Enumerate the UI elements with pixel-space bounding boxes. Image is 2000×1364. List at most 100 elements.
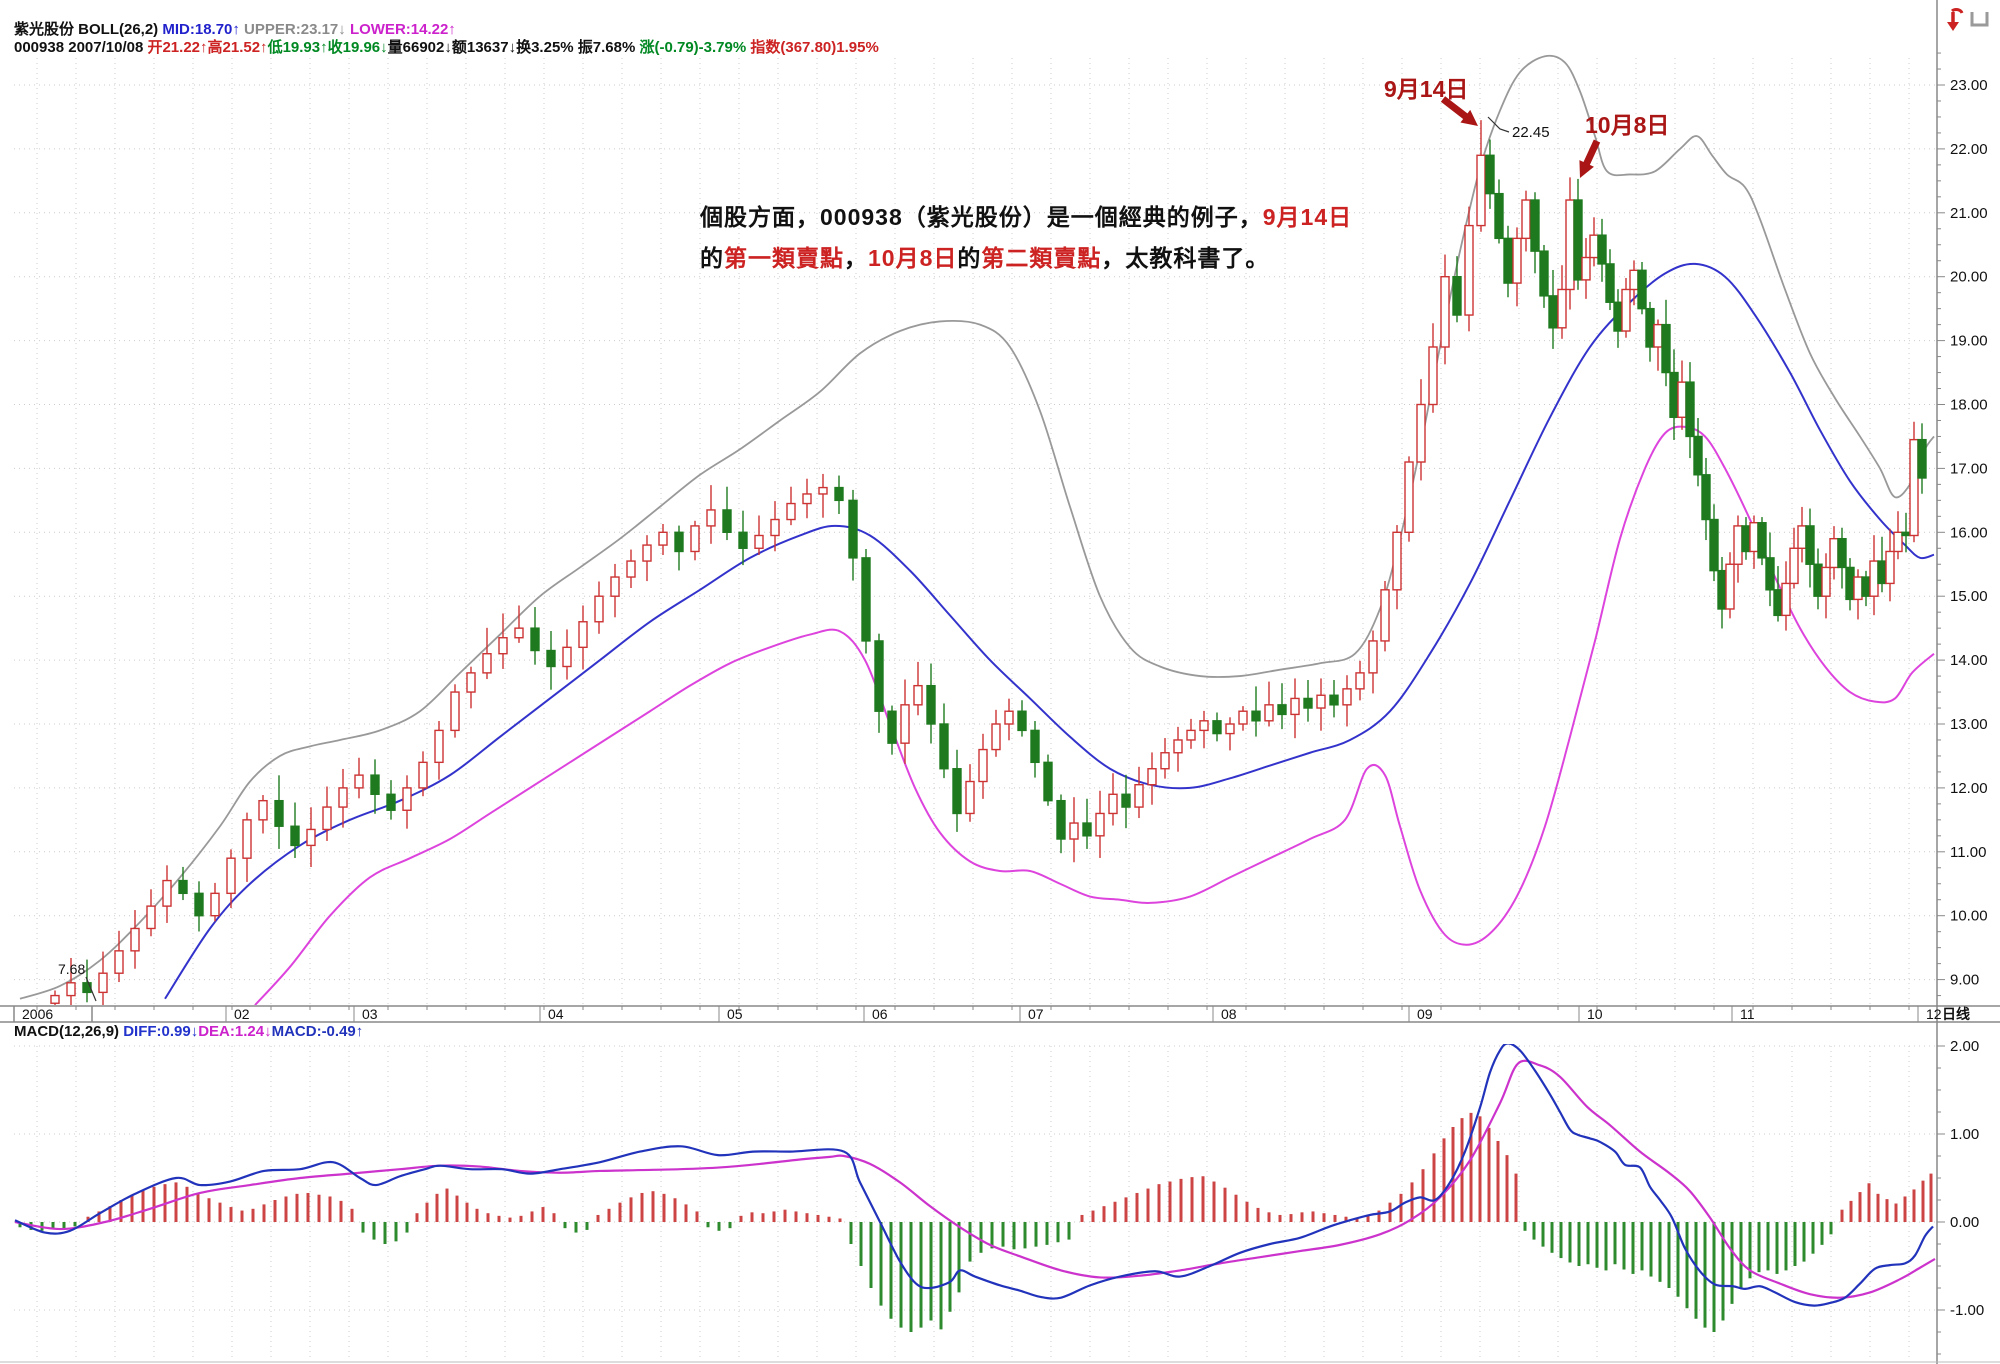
candle-body	[1095, 812, 1105, 837]
info-segment: 的	[700, 245, 724, 271]
candle-body	[1380, 589, 1390, 642]
info-segment: 振7.68%	[577, 39, 640, 56]
x-axis-labels: 2006 02 03 04 05 06 07 08 09 10 11 12 日线	[22, 1006, 1970, 1022]
candle-body	[114, 950, 124, 974]
info-segment: 10月8日	[868, 245, 958, 271]
candle-body	[1597, 234, 1607, 265]
period-selector[interactable]: 日线	[1942, 1006, 1970, 1022]
annotations-layer: 9月14日 10月8日 22.45 7.68	[58, 76, 1669, 1002]
info-segment: 紫光股份 BOLL(26,2)	[14, 21, 163, 38]
candle-body	[1316, 694, 1326, 709]
candle-body	[498, 637, 508, 655]
candle-body	[1677, 381, 1687, 418]
candle-body	[402, 787, 412, 811]
candle-body	[738, 531, 748, 549]
candle-body	[1212, 720, 1222, 735]
candle-body	[1043, 761, 1053, 802]
candle-body	[258, 799, 268, 821]
candle-body	[1173, 739, 1183, 754]
candle-body	[722, 509, 732, 533]
candle-body	[610, 576, 620, 597]
month-label: 04	[548, 1006, 564, 1022]
candle-body	[874, 640, 884, 712]
macd-indicator-label: MACD(12,26,9) DIFF:0.99↓DEA:1.24↓MACD:-0…	[14, 1023, 363, 1040]
price-tick-label: 11.00	[1950, 844, 1986, 861]
macd-tick-label: -1.00	[1950, 1302, 1984, 1319]
candle-body	[1805, 525, 1815, 565]
candle-body	[1355, 672, 1365, 690]
candle-body	[978, 748, 988, 783]
candle-body	[50, 994, 60, 1004]
month-label: 06	[872, 1006, 888, 1022]
candle-body	[1693, 435, 1703, 476]
candle-body	[1717, 569, 1727, 610]
candle-body	[1557, 288, 1567, 329]
anchor-down-icon[interactable]	[1947, 8, 1964, 31]
info-segment: ，	[844, 245, 868, 271]
price-tick-label: 19.00	[1950, 333, 1988, 350]
candle-body	[1238, 710, 1248, 725]
boll-upper-line	[19, 54, 1935, 1000]
candle-body	[1565, 199, 1575, 291]
info-segment: 第一類賣點	[724, 245, 844, 271]
info-segment: 指数(367.80)1.95%	[750, 39, 879, 56]
price-tick-label: 14.00	[1950, 652, 1988, 669]
candle-body	[1186, 729, 1196, 741]
candle-body	[146, 905, 156, 930]
boll-mid-line	[164, 262, 1935, 1000]
candle-body	[450, 691, 460, 732]
candles-layer[interactable]	[50, 120, 1927, 1015]
tray-icon[interactable]	[1970, 12, 1989, 27]
toolbar-icons[interactable]	[1944, 4, 1998, 34]
boll-lower-line	[254, 425, 1935, 1005]
candle-body	[98, 972, 108, 994]
price-tick-label: 20.00	[1950, 269, 1988, 286]
candle-body	[1861, 576, 1871, 597]
info-segment: 额13637↓	[451, 39, 517, 56]
candle-body	[1821, 566, 1831, 597]
y-axis-labels: 23.00 22.00 21.00 20.00 19.00 18.00 17.00 16.00…	[1950, 77, 1988, 1319]
info-segment: 低19.93↑	[267, 39, 328, 56]
candle-body	[274, 799, 284, 827]
commentary-line1: 個股方面，000938（紫光股份）是一個經典的例子，9月14日	[700, 197, 1352, 238]
macd-panel[interactable]	[14, 1043, 1936, 1332]
candle-body	[1797, 525, 1807, 549]
info-segment: 個股方面，000938（紫光股份）是一個經典的例子，	[700, 204, 1263, 230]
candle-body	[1548, 295, 1558, 329]
month-label: 10	[1587, 1006, 1603, 1022]
candle-body	[834, 486, 844, 502]
candle-body	[1264, 704, 1274, 722]
candle-body	[690, 525, 700, 553]
macd-tick-label: 0.00	[1950, 1214, 1979, 1231]
candle-body	[1893, 531, 1903, 553]
candle-body	[1428, 346, 1438, 406]
candle-body	[1521, 199, 1531, 240]
candle-body	[1749, 522, 1759, 553]
candle-body	[1853, 576, 1863, 601]
candle-body	[1789, 547, 1799, 585]
candle-body	[1581, 256, 1591, 281]
candle-body	[178, 879, 188, 895]
candle-body	[1017, 710, 1027, 732]
candle-body	[1685, 381, 1695, 438]
candle-body	[1629, 269, 1639, 291]
candle-body	[562, 646, 572, 668]
candle-body	[1909, 438, 1919, 537]
candle-body	[642, 544, 652, 562]
candle-body	[1845, 566, 1855, 601]
candle-body	[1573, 199, 1583, 281]
candle-body	[1452, 276, 1462, 316]
candle-body	[514, 627, 524, 639]
candle-body	[306, 828, 316, 847]
macd-tick-label: 1.00	[1950, 1126, 1979, 1143]
annotation-arrow	[1579, 160, 1594, 178]
candlestick-panel[interactable]	[19, 54, 1935, 1005]
candle-body	[1621, 288, 1631, 332]
info-segment: LOWER:14.22↑	[345, 21, 456, 38]
candle-body	[130, 927, 140, 952]
candle-body	[1082, 822, 1092, 837]
month-label: 12	[1926, 1006, 1942, 1022]
